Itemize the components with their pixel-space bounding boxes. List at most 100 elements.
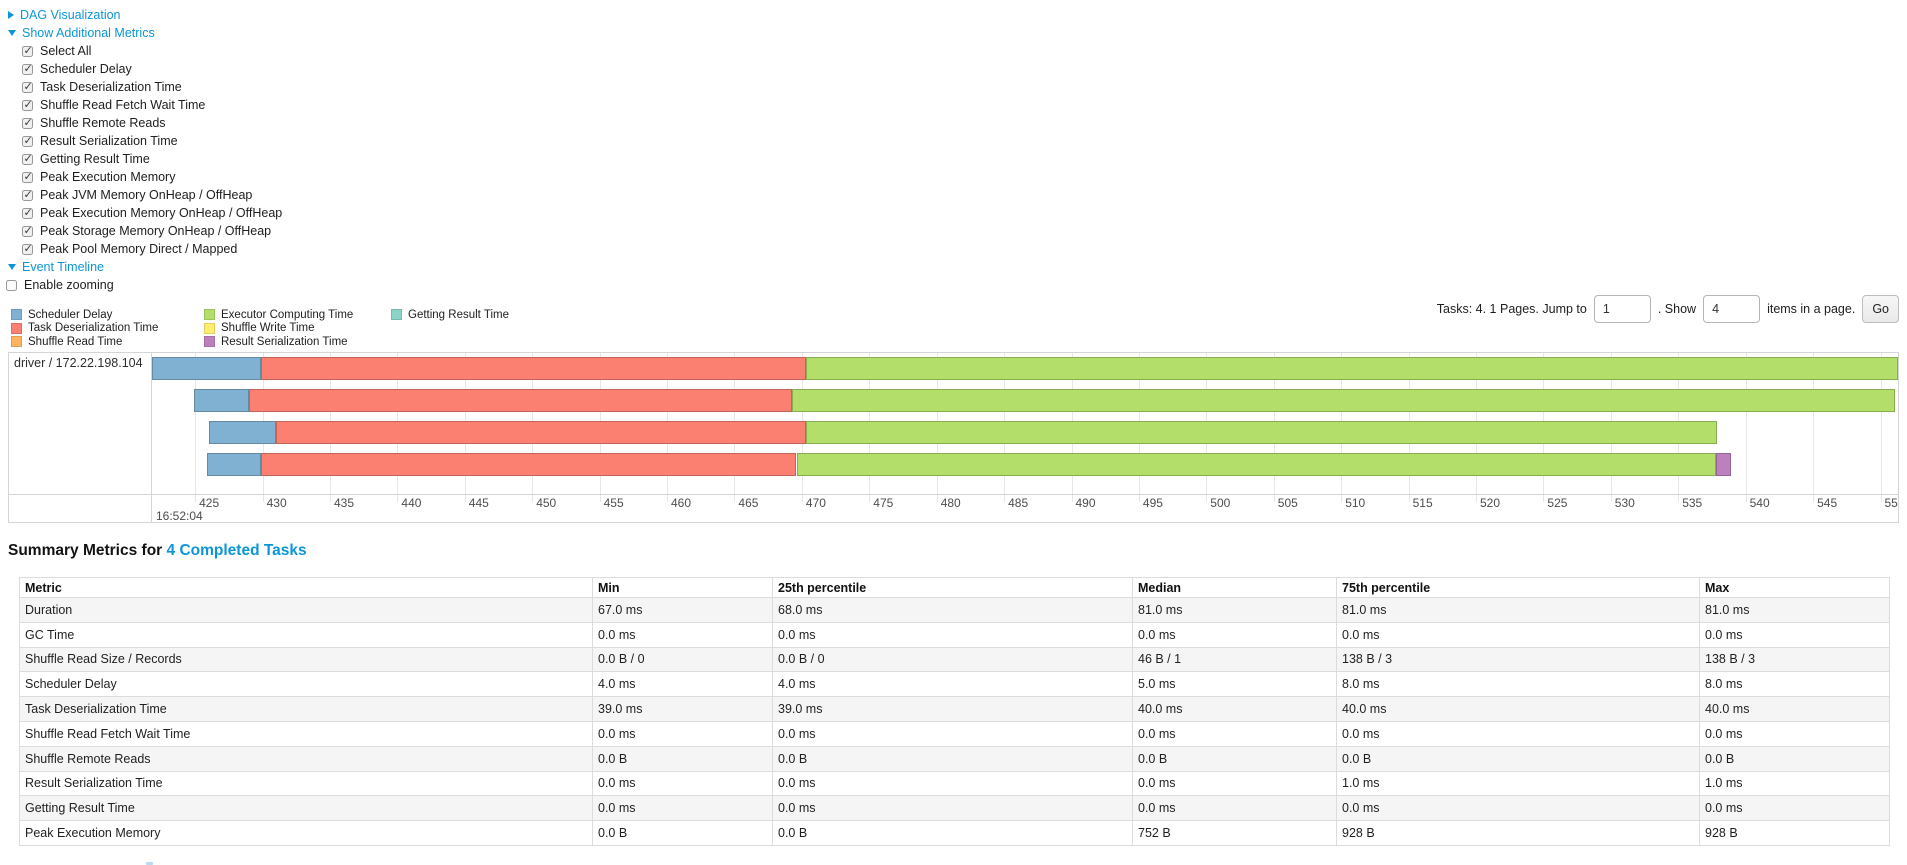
gridline bbox=[1813, 353, 1815, 502]
axis-tick-label: 500 bbox=[1210, 496, 1231, 510]
value-cell-min: 0.0 ms bbox=[592, 795, 773, 822]
task-3-segment-executor_computing[interactable] bbox=[796, 453, 1716, 476]
task-3-segment-task_deserialization[interactable] bbox=[261, 453, 797, 476]
value-cell-min: 0.0 B bbox=[592, 745, 773, 772]
task-2-segment-executor_computing[interactable] bbox=[805, 421, 1718, 444]
legend-label-shuffle-write-time: Shuffle Write Time bbox=[221, 322, 315, 335]
table-row-peak-execution-memory: Peak Execution Memory 0.0 B 0.0 B 752 B 928 … bbox=[19, 820, 1890, 846]
legend-label-task-deserialization-time: Task Deserialization Time bbox=[28, 322, 159, 335]
value-cell-25th-percentile: 0.0 ms bbox=[772, 770, 1133, 797]
summary-title-prefix: Summary Metrics for bbox=[8, 542, 163, 559]
gridline bbox=[1880, 353, 1882, 502]
enable-zooming-checkbox[interactable] bbox=[6, 279, 17, 291]
collapsed-arrow-icon bbox=[8, 11, 14, 19]
checkbox-label-peak-execution-memory: Peak Execution Memory bbox=[40, 170, 176, 184]
value-cell-max: 81.0 ms bbox=[1699, 597, 1890, 623]
checkbox-getting-result-time[interactable] bbox=[22, 152, 33, 165]
task-1-segment-task_deserialization[interactable] bbox=[249, 389, 793, 412]
additional-metrics-checkbox-list: Select All Scheduler Delay Task Deserializ… bbox=[0, 42, 282, 258]
task-2-segment-task_deserialization[interactable] bbox=[276, 421, 806, 444]
value-cell-25th-percentile: 0.0 B bbox=[772, 745, 1133, 772]
stage-options-panel: DAG Visualization Show Additional Metric… bbox=[0, 6, 282, 294]
axis-tick-label: 455 bbox=[603, 496, 624, 510]
task-0-segment-task_deserialization[interactable] bbox=[261, 357, 806, 380]
axis-tick-label: 485 bbox=[1008, 496, 1029, 510]
metric-name-cell: Duration bbox=[19, 597, 593, 623]
tasks-count-text: Tasks: 4. 1 Pages. Jump to bbox=[1436, 302, 1587, 316]
task-3-segment-scheduler_delay[interactable] bbox=[207, 453, 262, 476]
axis-tick-label: 480 bbox=[940, 496, 961, 510]
show-additional-metrics-toggle[interactable]: Show Additional Metrics bbox=[0, 24, 282, 42]
executor-label-column: driver / 172.22.198.104 bbox=[9, 353, 152, 522]
value-cell-75th-percentile: 40.0 ms bbox=[1336, 696, 1700, 722]
checkbox-peak-execution-memory[interactable] bbox=[22, 170, 33, 183]
metric-row-peak-execution-memory: Peak Execution Memory bbox=[0, 168, 282, 186]
task-1-segment-scheduler_delay[interactable] bbox=[193, 389, 250, 412]
checkbox-shuffle-read-fetch-wait-time[interactable] bbox=[22, 98, 33, 111]
metric-name-cell: Shuffle Read Size / Records bbox=[19, 646, 593, 673]
table-row-shuffle-read-fetch-wait-time: Shuffle Read Fetch Wait Time 0.0 ms 0.0 ms… bbox=[19, 720, 1890, 747]
metric-row-shuffle-read-fetch-wait-time: Shuffle Read Fetch Wait Time bbox=[0, 96, 282, 114]
axis-tick-label: 535 bbox=[1682, 496, 1703, 510]
event-timeline-chart: driver / 172.22.198.104 425 430 435 440 445 4… bbox=[8, 352, 1899, 523]
axis-tick-label: 440 bbox=[401, 496, 422, 510]
task-1-segment-executor_computing[interactable] bbox=[792, 389, 1896, 412]
metric-name-cell: Peak Execution Memory bbox=[19, 820, 593, 846]
value-cell-25th-percentile: 0.0 ms bbox=[772, 621, 1133, 648]
go-button[interactable]: Go bbox=[1862, 295, 1899, 323]
axis-tick-label: 530 bbox=[1614, 496, 1635, 510]
checkbox-scheduler-delay[interactable] bbox=[22, 62, 33, 75]
axis-tick-label: 450 bbox=[536, 496, 557, 510]
task-3-segment-result_serialization[interactable] bbox=[1716, 453, 1731, 476]
value-cell-75th-percentile: 1.0 ms bbox=[1336, 770, 1700, 797]
dag-visualization-toggle[interactable]: DAG Visualization bbox=[0, 6, 282, 24]
axis-tick-label: 470 bbox=[805, 496, 826, 510]
dag-visualization-link: DAG Visualization bbox=[20, 8, 121, 22]
event-timeline-toggle[interactable]: Event Timeline bbox=[0, 258, 282, 276]
checkbox-label-scheduler-delay: Scheduler Delay bbox=[40, 62, 132, 76]
checkbox-select-all[interactable] bbox=[22, 44, 33, 57]
value-cell-median: 0.0 ms bbox=[1132, 795, 1337, 822]
checkbox-shuffle-remote-reads[interactable] bbox=[22, 116, 33, 129]
axis-tick-label: 515 bbox=[1412, 496, 1433, 510]
checkbox-task-deserialization-time[interactable] bbox=[22, 80, 33, 93]
checkbox-peak-execution-memory-onheap-offheap[interactable] bbox=[22, 206, 33, 219]
metric-row-result-serialization-time: Result Serialization Time bbox=[0, 132, 282, 150]
table-row-task-deserialization-time: Task Deserialization Time 39.0 ms 39.0 ms 4… bbox=[19, 696, 1890, 722]
checkbox-peak-jvm-memory-onheap-offheap[interactable] bbox=[22, 188, 33, 201]
metric-name-cell: Result Serialization Time bbox=[19, 770, 593, 797]
legend-label-shuffle-read-time: Shuffle Read Time bbox=[28, 335, 123, 348]
task-2-segment-scheduler_delay[interactable] bbox=[208, 421, 276, 444]
jump-to-page-input[interactable] bbox=[1593, 295, 1651, 323]
table-row-duration: Duration 67.0 ms 68.0 ms 81.0 ms 81.0 ms 81.0… bbox=[19, 597, 1890, 623]
value-cell-max: 0.0 ms bbox=[1699, 795, 1890, 822]
checkbox-label-peak-storage-memory-onheap-offheap: Peak Storage Memory OnHeap / OffHeap bbox=[40, 224, 272, 238]
checkbox-peak-storage-memory-onheap-offheap[interactable] bbox=[22, 224, 33, 237]
value-cell-median: 752 B bbox=[1132, 820, 1337, 846]
checkbox-label-peak-pool-memory-direct-mapped: Peak Pool Memory Direct / Mapped bbox=[40, 242, 238, 256]
value-cell-max: 138 B / 3 bbox=[1699, 646, 1890, 673]
show-additional-metrics-link: Show Additional Metrics bbox=[22, 26, 155, 40]
metric-name-cell: Task Deserialization Time bbox=[19, 696, 593, 722]
completed-tasks-link[interactable]: 4 Completed Tasks bbox=[166, 542, 307, 559]
checkbox-label-shuffle-read-fetch-wait-time: Shuffle Read Fetch Wait Time bbox=[40, 98, 206, 112]
axis-tick-label: 510 bbox=[1345, 496, 1366, 510]
legend-label-result-serialization-time: Result Serialization Time bbox=[221, 335, 348, 348]
value-cell-median: 40.0 ms bbox=[1132, 696, 1337, 722]
value-cell-75th-percentile: 138 B / 3 bbox=[1336, 646, 1700, 673]
event-timeline-link: Event Timeline bbox=[22, 260, 104, 274]
checkbox-result-serialization-time[interactable] bbox=[22, 134, 33, 147]
value-cell-max: 1.0 ms bbox=[1699, 770, 1890, 797]
task-0-segment-scheduler_delay[interactable] bbox=[152, 357, 262, 380]
task-pagination-controls: Tasks: 4. 1 Pages. Jump to . Show items … bbox=[1437, 294, 1899, 324]
show-label: . Show bbox=[1657, 302, 1697, 316]
value-cell-min: 0.0 ms bbox=[592, 770, 773, 797]
checkbox-peak-pool-memory-direct-mapped[interactable] bbox=[22, 242, 33, 255]
enable-zooming-row: Enable zooming bbox=[0, 276, 282, 294]
value-cell-min: 0.0 B bbox=[592, 820, 773, 846]
task-0-segment-executor_computing[interactable] bbox=[805, 357, 1898, 380]
axis-start-time-label: 16:52:04 bbox=[156, 509, 203, 523]
gridline bbox=[1745, 353, 1747, 502]
items-per-page-input[interactable] bbox=[1703, 295, 1761, 323]
